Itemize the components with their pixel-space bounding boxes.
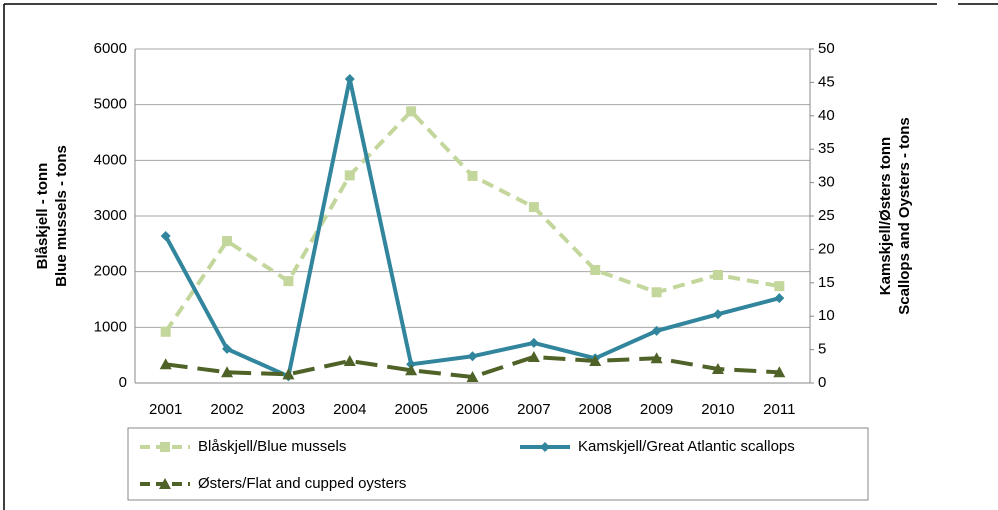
point-marker — [589, 354, 602, 366]
point-marker — [405, 364, 418, 376]
y2-tick-label: 20 — [818, 240, 835, 257]
y-axis-title: Blåskjell - tonn Blue mussels - tons — [34, 145, 70, 287]
x-tick-label: 2008 — [579, 401, 612, 418]
y-tick-label: 6000 — [94, 40, 127, 57]
point-marker — [773, 366, 786, 378]
x-tick-label: 2003 — [272, 401, 305, 418]
point-marker — [344, 170, 355, 181]
y-tick-label: 1000 — [94, 318, 127, 335]
y-tick-label: 4000 — [94, 151, 127, 168]
x-tick-label: 2011 — [763, 401, 795, 418]
legend-marker — [159, 478, 171, 489]
legend-box — [127, 427, 869, 501]
point-marker — [528, 337, 539, 348]
series-line — [164, 108, 780, 333]
y2-tick-label: 0 — [818, 374, 826, 391]
point-marker — [343, 354, 356, 366]
point-marker — [651, 287, 662, 298]
point-marker — [590, 264, 601, 275]
y2-axis-title-line: Kamskjell/Østers tonn — [877, 137, 894, 295]
point-marker — [283, 276, 294, 287]
point-marker — [160, 231, 171, 242]
y2-axis-title-line: Scallops and Oysters - tons — [896, 117, 913, 315]
y2-tick-label: 50 — [818, 40, 835, 57]
y2-tick-label: 5 — [818, 341, 826, 358]
x-tick-label: 2004 — [333, 401, 366, 418]
point-marker — [160, 326, 171, 337]
point-marker — [406, 359, 417, 370]
y2-tick-label: 45 — [818, 73, 835, 90]
point-marker — [527, 350, 540, 362]
x-tick-label: 2005 — [394, 401, 427, 418]
point-marker — [650, 352, 663, 364]
point-marker — [651, 325, 662, 336]
point-marker — [528, 202, 539, 213]
y-axis-title-line: Blåskjell - tonn — [34, 163, 51, 270]
legend-label: Østers/Flat and cupped oysters — [198, 475, 406, 492]
point-marker — [467, 170, 478, 181]
y-tick-label: 0 — [119, 374, 127, 391]
point-marker — [712, 270, 723, 281]
x-tick-label: 2010 — [701, 401, 734, 418]
x-tick-label: 2009 — [640, 401, 673, 418]
x-tick-label: 2001 — [149, 401, 182, 418]
legend-label: Kamskjell/Great Atlantic scallops — [578, 438, 795, 455]
y2-tick-label: 10 — [818, 307, 835, 324]
legend-label: Blåskjell/Blue mussels — [198, 438, 346, 455]
point-marker — [712, 309, 723, 320]
x-tick-label: 2006 — [456, 401, 489, 418]
point-marker — [221, 366, 234, 378]
y2-tick-label: 25 — [818, 207, 835, 224]
point-marker — [282, 368, 295, 380]
y-axis-title-line: Blue mussels - tons — [53, 145, 70, 287]
x-tick-label: 2002 — [210, 401, 243, 418]
series-line — [163, 78, 780, 380]
y2-tick-label: 35 — [818, 140, 835, 157]
y2-axis-title: Kamskjell/Østers tonn Scallops and Oyster… — [877, 117, 913, 315]
y-tick-label: 2000 — [94, 263, 127, 280]
point-marker — [466, 370, 479, 382]
x-tick-label: 2007 — [517, 401, 550, 418]
point-marker — [222, 236, 233, 247]
y-tick-label: 3000 — [94, 207, 127, 224]
point-marker — [467, 351, 478, 362]
point-marker — [774, 281, 785, 292]
y2-tick-label: 40 — [818, 107, 835, 124]
y2-tick-label: 15 — [818, 274, 835, 291]
point-marker — [711, 362, 724, 374]
point-marker — [344, 74, 355, 85]
point-marker — [774, 293, 785, 304]
legend-marker — [540, 442, 550, 452]
point-marker — [406, 106, 417, 117]
legend-marker — [160, 442, 170, 452]
point-marker — [159, 358, 172, 370]
y2-tick-label: 30 — [818, 174, 835, 191]
point-marker — [222, 343, 233, 354]
y-tick-label: 5000 — [94, 96, 127, 113]
